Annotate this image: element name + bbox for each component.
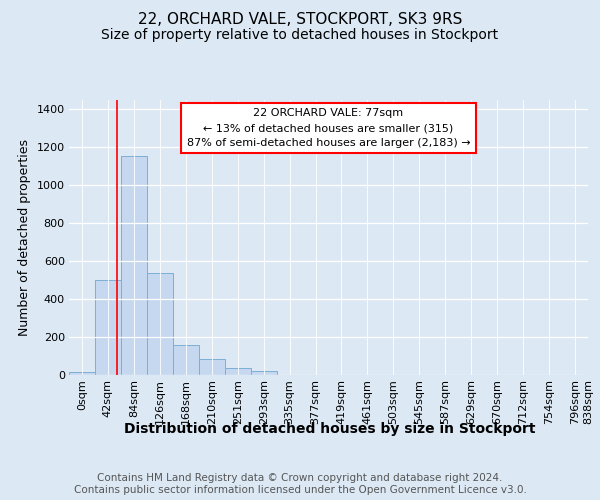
- Bar: [69, 372, 95, 375]
- Text: 22 ORCHARD VALE: 77sqm
← 13% of detached houses are smaller (315)
87% of semi-de: 22 ORCHARD VALE: 77sqm ← 13% of detached…: [187, 108, 470, 148]
- Bar: [121, 156, 147, 375]
- Bar: [199, 359, 224, 375]
- Bar: [173, 344, 199, 375]
- Bar: [95, 280, 121, 375]
- Text: Size of property relative to detached houses in Stockport: Size of property relative to detached ho…: [101, 28, 499, 42]
- Text: 22, ORCHARD VALE, STOCKPORT, SK3 9RS: 22, ORCHARD VALE, STOCKPORT, SK3 9RS: [138, 12, 462, 28]
- Bar: [147, 272, 173, 375]
- Text: Contains HM Land Registry data © Crown copyright and database right 2024.
Contai: Contains HM Land Registry data © Crown c…: [74, 474, 526, 495]
- Bar: [225, 368, 251, 375]
- Bar: [251, 371, 277, 375]
- Y-axis label: Number of detached properties: Number of detached properties: [18, 139, 31, 336]
- Text: Distribution of detached houses by size in Stockport: Distribution of detached houses by size …: [124, 422, 536, 436]
